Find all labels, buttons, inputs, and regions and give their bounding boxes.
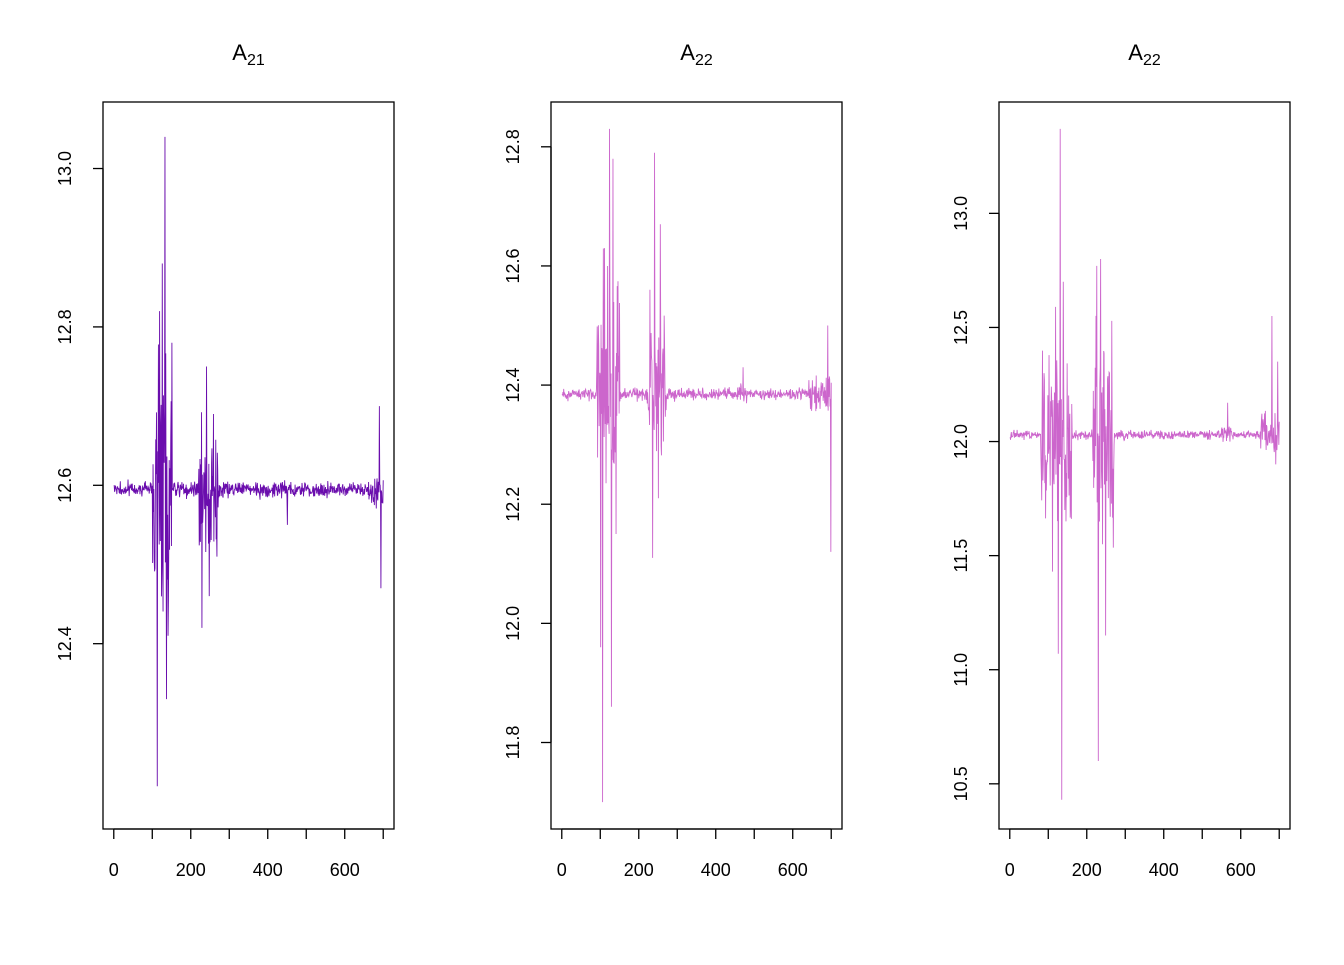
chart-2-y-tick-label-3: 12.0 xyxy=(951,424,971,459)
chart-2-title-subscript: 22 xyxy=(1143,52,1161,69)
chart-0-y-tick-label-0: 12.4 xyxy=(55,626,75,661)
chart-2-title: A22 xyxy=(1128,40,1161,69)
chart-2-y-tick-label-5: 13.0 xyxy=(951,196,971,231)
chart-2-series-line xyxy=(1009,128,1280,800)
chart-1-y-tick-label-3: 12.4 xyxy=(503,368,523,403)
chart-1-y-tick-label-0: 11.8 xyxy=(503,726,523,760)
chart-2-y-tick-label-0: 10.5 xyxy=(951,766,971,801)
panel-a22-first: A22 0 200 400 600 11.8 12.0 12.2 12.4 12.6 12.8 xyxy=(503,40,843,880)
chart-1-x-tick-label-0: 0 xyxy=(557,860,567,880)
chart-1-x-tick-label-200: 200 xyxy=(624,860,654,880)
chart-0-y-tick-label-2: 12.8 xyxy=(55,309,75,344)
chart-2-y-tick-label-4: 12.5 xyxy=(951,310,971,345)
panel-a22-second: A22 0 200 400 600 10.5 11.0 11.5 12.0 12.5 13.0 xyxy=(951,40,1291,880)
chart-0-x-tick-label-0: 0 xyxy=(109,860,119,880)
chart-0-series-line xyxy=(113,136,384,787)
chart-2-y-tick-label-2: 11.5 xyxy=(951,539,971,573)
chart-1-plot-frame xyxy=(550,101,843,830)
chart-1-title-main: A xyxy=(680,40,695,65)
chart-0-title-main: A xyxy=(232,40,247,65)
chart-0-x-tick-label-200: 200 xyxy=(176,860,206,880)
chart-0-y-tick-label-3: 13.0 xyxy=(55,151,75,186)
chart-1-x-tick-label-600: 600 xyxy=(778,860,808,880)
chart-2-x-tick-label-200: 200 xyxy=(1072,860,1102,880)
chart-2-x-tick-label-400: 400 xyxy=(1149,860,1179,880)
chart-2-y-tick-label-1: 11.0 xyxy=(951,653,971,687)
chart-0-x-tick-label-600: 600 xyxy=(330,860,360,880)
chart-1-y-tick-label-2: 12.2 xyxy=(503,487,523,522)
chart-2-title-main: A xyxy=(1128,40,1143,65)
chart-0-plot-frame xyxy=(102,101,395,830)
chart-1-title-subscript: 22 xyxy=(695,52,713,69)
panel-a21: A21 0 200 400 600 12.4 12.6 12.8 13.0 xyxy=(55,40,395,880)
chart-1-x-tick-label-400: 400 xyxy=(701,860,731,880)
chart-2-x-tick-label-600: 600 xyxy=(1226,860,1256,880)
chart-1-series-line xyxy=(561,128,832,803)
chart-2-x-tick-label-0: 0 xyxy=(1005,860,1015,880)
chart-0-title: A21 xyxy=(232,40,265,69)
chart-1-y-tick-label-5: 12.8 xyxy=(503,129,523,164)
chart-1-title: A22 xyxy=(680,40,713,69)
chart-1-y-tick-label-4: 12.6 xyxy=(503,248,523,283)
chart-0-title-subscript: 21 xyxy=(247,52,265,69)
chart-1-y-tick-label-1: 12.0 xyxy=(503,606,523,641)
chart-0-y-tick-label-1: 12.6 xyxy=(55,468,75,503)
chart-0-x-tick-label-400: 400 xyxy=(253,860,283,880)
